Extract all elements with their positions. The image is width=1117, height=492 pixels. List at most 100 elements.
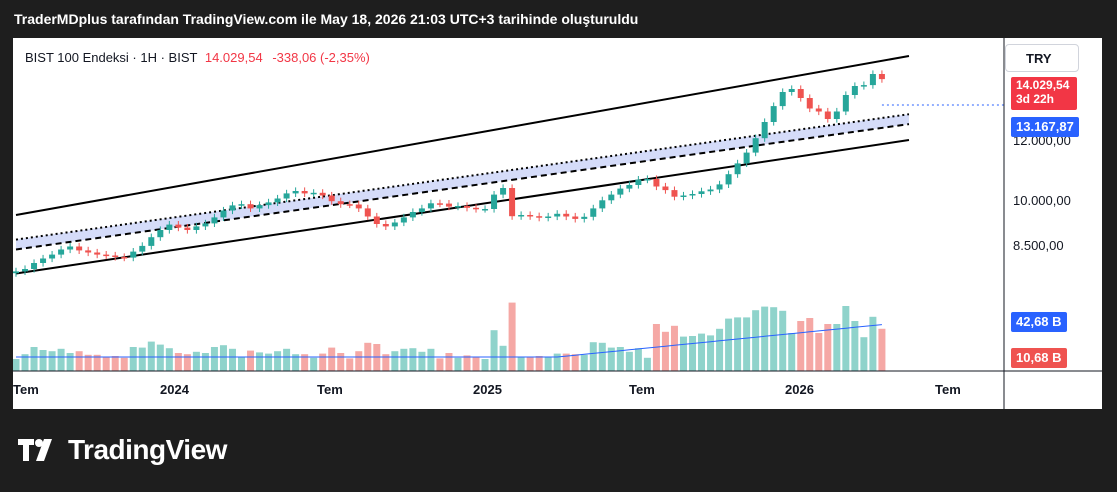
volume-bar <box>102 357 110 371</box>
candle-body <box>40 258 47 263</box>
candle-body <box>94 252 101 255</box>
volume-bar <box>788 333 796 371</box>
candle-body <box>229 205 236 211</box>
candle-body <box>328 195 335 202</box>
volume-bar <box>283 348 291 371</box>
candle-body <box>527 215 534 217</box>
candle-body <box>572 216 579 219</box>
volume-bar <box>860 337 868 371</box>
volume-bar <box>752 310 760 371</box>
candle-body <box>67 246 74 250</box>
candle-body <box>581 216 588 219</box>
candle-body <box>382 224 389 227</box>
volume-bar <box>319 353 327 371</box>
chart-frame[interactable]: 12.000,00 10.000,00 8.500,00 Tem 2024 Tem 2025… <box>13 38 1102 409</box>
volume-bar <box>292 354 300 371</box>
candle-body <box>689 194 696 196</box>
volume-bar <box>725 318 733 371</box>
y-tick-label: 10.000,00 <box>1013 193 1071 208</box>
candle-body <box>436 203 443 205</box>
candle-body <box>49 254 56 259</box>
candle-body <box>184 227 191 230</box>
x-tick-label: 2026 <box>785 382 814 397</box>
candle-body <box>536 216 543 218</box>
candle-body <box>716 184 723 190</box>
tradingview-logo: TradingView <box>18 434 227 466</box>
chart-header-text: TraderMDplus tarafından TradingView.com … <box>14 11 639 27</box>
volume-bar <box>21 354 29 371</box>
volume-bar <box>743 317 751 371</box>
volume-bar <box>256 352 264 371</box>
volume-bar <box>165 348 173 371</box>
volume-bar <box>598 342 606 371</box>
candle-body <box>734 163 741 175</box>
candle-body <box>500 188 507 195</box>
x-tick-label: Tem <box>13 382 39 397</box>
candle-body <box>274 198 281 203</box>
x-tick-label: 2024 <box>160 382 190 397</box>
legend-change: -338,06 (-2,35%) <box>272 50 370 65</box>
volume-bar <box>679 336 687 371</box>
plot-area <box>13 55 1004 371</box>
volume-bar <box>553 353 561 371</box>
candle-body <box>761 122 768 139</box>
candle-body <box>563 213 570 217</box>
candle-body <box>310 192 317 195</box>
volume-bar <box>382 354 390 371</box>
candle-body <box>31 263 38 269</box>
volume-bar <box>607 347 615 371</box>
candle-body <box>175 224 182 228</box>
candle-body <box>644 179 651 181</box>
candle-body <box>409 212 416 218</box>
candle-body <box>103 254 110 257</box>
x-tick-label: 2025 <box>473 382 502 397</box>
volume-bar <box>463 355 471 371</box>
candle-body <box>869 74 876 86</box>
candle-body <box>653 179 660 187</box>
volume-bar <box>716 328 724 371</box>
candle-body <box>22 269 29 272</box>
band-lower-dashed-line <box>15 123 910 251</box>
legend-price: 14.029,54 <box>204 50 263 65</box>
volume-bar <box>310 357 318 371</box>
volume-bar <box>219 345 227 371</box>
candle-body <box>112 255 119 257</box>
volume-bar <box>661 331 669 371</box>
candle-body <box>85 250 92 253</box>
volume-bar <box>707 335 715 371</box>
volume-bar <box>13 359 20 371</box>
last-price-value: 14.029,54 <box>1016 78 1070 92</box>
candle-body <box>238 204 245 206</box>
candle-body <box>418 208 425 212</box>
candle-body <box>671 190 678 197</box>
candle-body <box>202 223 209 227</box>
x-tick-label: Tem <box>629 382 655 397</box>
candle-body <box>554 213 561 217</box>
y-tick-label: 8.500,00 <box>1013 238 1064 253</box>
candle-body <box>635 179 642 185</box>
candle-body <box>58 249 65 255</box>
volume-bar <box>174 353 182 371</box>
volume-ma-tag: 42,68 B <box>1011 312 1067 332</box>
candle-body <box>148 237 155 246</box>
volume-bar <box>138 347 146 371</box>
candle-body <box>491 194 498 209</box>
volume-bar <box>508 302 516 371</box>
volume-bar <box>355 351 363 371</box>
candle-body <box>157 230 164 238</box>
candle-body <box>482 209 489 211</box>
volume-bar <box>400 348 408 371</box>
volume-bar <box>418 351 426 371</box>
volume-bar <box>535 356 543 371</box>
candle-body <box>13 271 19 274</box>
channel-upper-line <box>15 55 910 216</box>
volume-bar <box>490 330 498 371</box>
candle-body <box>842 95 849 112</box>
volume-bar <box>120 357 128 371</box>
candle-body <box>292 191 299 194</box>
currency-button[interactable]: TRY <box>1005 44 1079 72</box>
candle-body <box>617 188 624 195</box>
channel-band <box>16 114 909 250</box>
volume-bar <box>824 324 832 371</box>
